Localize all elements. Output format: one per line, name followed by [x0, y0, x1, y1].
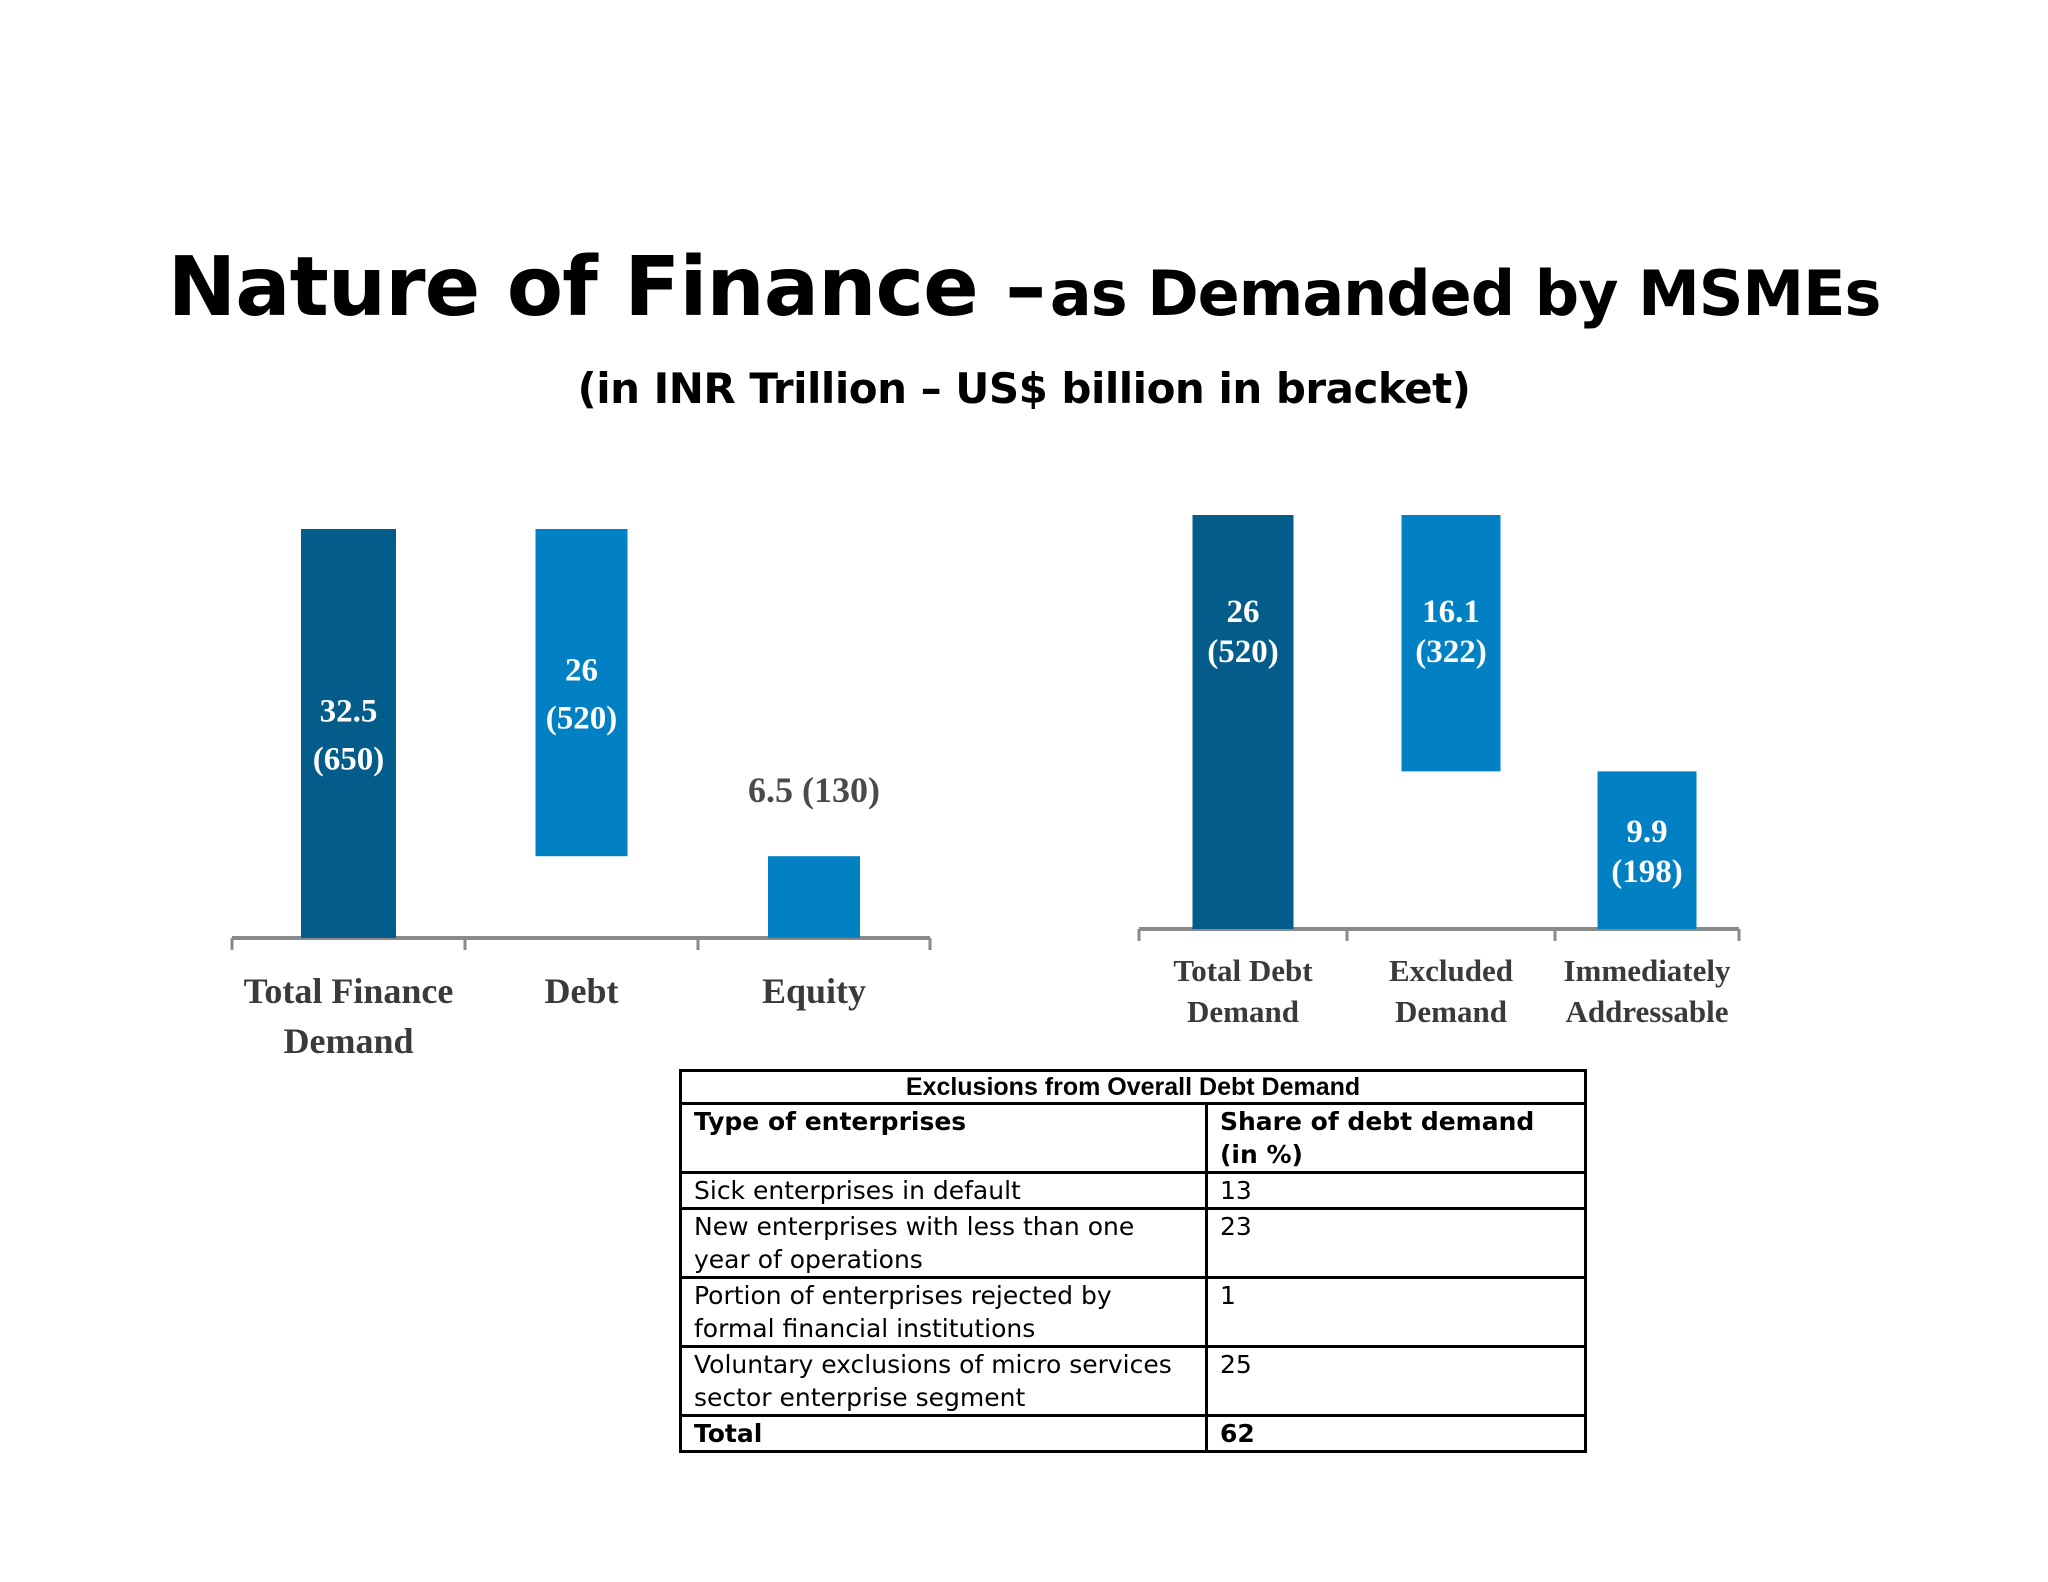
data-label: (520) [1207, 634, 1278, 670]
table-cell: 25 [1204, 1345, 1588, 1417]
data-label: 16.1 [1422, 594, 1480, 630]
table-caption-row: Exclusions from Overall Debt Demand [678, 1069, 1588, 1105]
table-cell: Voluntary exclusions of micro services s… [679, 1345, 1208, 1417]
table-cell: Sick enterprises in default [679, 1171, 1208, 1210]
table-row: Portion of enterprises rejected by forma… [679, 1276, 1588, 1348]
data-label: 32.5 [320, 694, 378, 730]
exclusions-table: Exclusions from Overall Debt Demand Type… [678, 1069, 1588, 1453]
category-label: Demand [1395, 994, 1507, 1029]
table-cell: Portion of enterprises rejected by forma… [679, 1276, 1208, 1348]
data-label: 6.5 (130) [748, 770, 880, 810]
category-label: Demand [283, 1021, 413, 1061]
page-subtitle: (in INR Trillion – US$ billion in bracke… [577, 364, 1471, 413]
column-header: Type of enterprises [679, 1102, 1208, 1174]
table-row: New enterprises with less than one year … [679, 1207, 1588, 1279]
category-label: Excluded [1389, 953, 1513, 988]
bar [535, 529, 628, 857]
table-cell: 1 [1204, 1276, 1588, 1348]
data-label: 26 [565, 653, 598, 689]
page-title: Nature of Finance – as Demanded by MSMEs [0, 240, 2048, 335]
title-main: Nature of Finance – [167, 240, 1047, 335]
data-label: (198) [1611, 854, 1682, 890]
data-label: (520) [546, 701, 617, 737]
table-caption: Exclusions from Overall Debt Demand [678, 1069, 1588, 1105]
data-label: 9.9 [1626, 814, 1667, 850]
category-label: Total Debt [1173, 953, 1313, 988]
column-header: Share of debt demand (in %) [1204, 1102, 1588, 1174]
title-rest: as Demanded by MSMEs [1049, 257, 1882, 330]
category-label: Debt [545, 971, 619, 1011]
bar [1192, 515, 1294, 929]
total-label: Total [679, 1414, 1208, 1453]
category-label: Demand [1187, 994, 1299, 1029]
data-label: 26 [1227, 594, 1260, 630]
bar [301, 529, 396, 938]
total-value: 62 [1204, 1414, 1588, 1453]
table-total-row: Total 62 [679, 1414, 1588, 1453]
category-label: Immediately [1563, 953, 1731, 988]
data-label: (322) [1415, 634, 1486, 670]
bar [1597, 771, 1697, 929]
table-row: Sick enterprises in default 13 [679, 1171, 1588, 1210]
table-cell: New enterprises with less than one year … [679, 1207, 1208, 1279]
table-header-row: Type of enterprises Share of debt demand… [679, 1102, 1588, 1174]
bar [1401, 515, 1501, 772]
data-label: (650) [313, 742, 384, 778]
bar [768, 856, 860, 938]
category-label: Addressable [1565, 994, 1728, 1029]
category-label: Total Finance [244, 971, 454, 1011]
table-row: Voluntary exclusions of micro services s… [679, 1345, 1588, 1417]
table-cell: 23 [1204, 1207, 1588, 1279]
category-label: Equity [762, 971, 866, 1011]
table-cell: 13 [1204, 1171, 1588, 1210]
